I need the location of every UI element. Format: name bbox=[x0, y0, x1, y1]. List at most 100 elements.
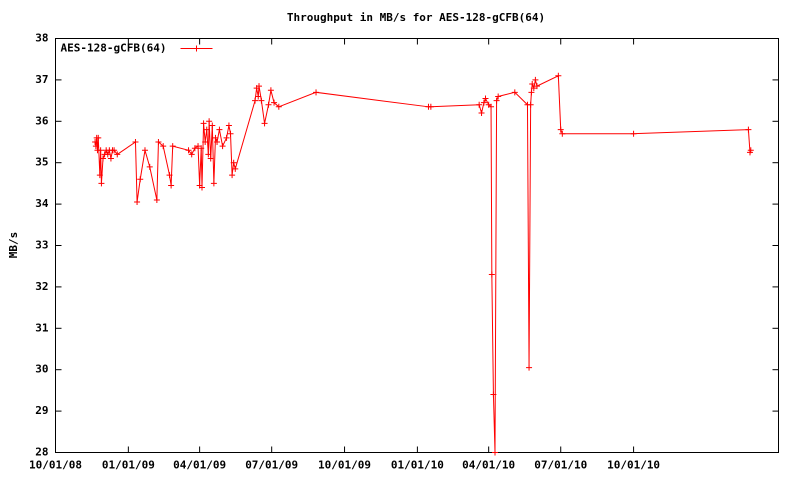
x-tick-label: 10/01/09 bbox=[318, 459, 371, 472]
point-marker bbox=[227, 130, 234, 137]
point-marker bbox=[195, 143, 202, 150]
y-tick-label: 31 bbox=[35, 321, 49, 334]
point-marker bbox=[232, 165, 239, 172]
point-marker bbox=[493, 97, 500, 104]
point-marker bbox=[206, 118, 213, 125]
x-tick-label: 01/01/10 bbox=[391, 459, 444, 472]
point-marker bbox=[198, 145, 205, 152]
point-marker bbox=[252, 97, 259, 104]
y-axis-label: MB/s bbox=[7, 232, 20, 259]
point-marker bbox=[529, 81, 536, 88]
point-marker bbox=[495, 93, 502, 100]
point-marker bbox=[191, 145, 198, 152]
point-marker bbox=[271, 99, 278, 106]
point-marker bbox=[528, 89, 535, 96]
point-marker bbox=[205, 151, 212, 158]
y-tick-label: 30 bbox=[35, 363, 48, 376]
point-marker bbox=[188, 151, 195, 158]
x-tick-label: 01/01/09 bbox=[102, 459, 155, 472]
point-marker bbox=[478, 110, 485, 117]
point-marker bbox=[255, 93, 262, 100]
point-marker bbox=[114, 151, 121, 158]
point-marker bbox=[530, 85, 537, 92]
point-marker bbox=[209, 122, 216, 129]
point-marker bbox=[160, 143, 167, 150]
point-marker bbox=[210, 180, 217, 187]
point-marker bbox=[511, 89, 518, 96]
point-marker bbox=[169, 143, 176, 150]
chart-title: Throughput in MB/s for AES-128-gCFB(64) bbox=[287, 11, 545, 24]
point-marker bbox=[92, 139, 99, 145]
legend-label: AES-128-gCFB(64) bbox=[61, 42, 167, 55]
point-marker bbox=[745, 126, 752, 133]
point-marker bbox=[141, 147, 148, 154]
point-marker bbox=[185, 147, 192, 154]
point-marker bbox=[200, 120, 207, 127]
y-tick-label: 38 bbox=[35, 32, 48, 45]
point-marker bbox=[199, 184, 206, 191]
point-marker bbox=[97, 147, 104, 154]
point-marker bbox=[155, 139, 162, 145]
point-marker bbox=[533, 83, 540, 90]
point-marker bbox=[95, 134, 102, 141]
point-marker bbox=[230, 159, 237, 166]
point-marker bbox=[488, 271, 495, 278]
point-marker bbox=[132, 139, 139, 145]
point-marker bbox=[98, 180, 105, 187]
point-marker bbox=[265, 101, 272, 108]
point-marker bbox=[219, 143, 226, 150]
point-marker bbox=[92, 143, 99, 150]
point-marker bbox=[202, 139, 209, 145]
point-marker bbox=[275, 103, 282, 110]
point-marker bbox=[96, 172, 103, 179]
point-marker bbox=[203, 126, 210, 133]
x-tick-label: 10/01/10 bbox=[607, 459, 660, 472]
point-marker bbox=[557, 126, 564, 133]
point-marker bbox=[137, 176, 144, 183]
x-tick-label: 04/01/09 bbox=[173, 459, 226, 472]
point-marker bbox=[223, 134, 230, 141]
y-tick-label: 33 bbox=[35, 239, 48, 252]
point-marker bbox=[526, 364, 533, 371]
point-marker bbox=[256, 83, 263, 90]
point-marker bbox=[207, 155, 214, 162]
y-tick-label: 28 bbox=[35, 446, 48, 459]
point-marker bbox=[146, 163, 153, 170]
point-marker bbox=[261, 120, 268, 127]
y-tick-label: 36 bbox=[35, 114, 49, 127]
point-marker bbox=[214, 139, 221, 145]
point-marker bbox=[480, 99, 487, 106]
point-marker bbox=[153, 196, 160, 203]
point-marker bbox=[166, 172, 173, 179]
point-marker bbox=[527, 101, 534, 108]
x-tick-label: 04/01/10 bbox=[462, 459, 515, 472]
point-marker bbox=[559, 130, 566, 137]
point-marker bbox=[476, 101, 483, 108]
legend-marker bbox=[193, 45, 200, 52]
y-tick-label: 35 bbox=[35, 156, 48, 169]
point-marker bbox=[747, 147, 754, 154]
x-tick-label: 07/01/09 bbox=[245, 459, 298, 472]
point-marker bbox=[488, 103, 495, 110]
point-marker bbox=[168, 182, 175, 189]
point-marker bbox=[111, 147, 118, 154]
y-tick-label: 29 bbox=[35, 404, 48, 417]
point-marker bbox=[555, 72, 562, 79]
point-marker bbox=[212, 134, 219, 141]
point-marker bbox=[258, 97, 265, 104]
point-marker bbox=[482, 95, 489, 102]
y-tick-label: 37 bbox=[35, 73, 48, 86]
point-marker bbox=[104, 151, 111, 158]
point-marker bbox=[492, 449, 499, 456]
point-marker bbox=[427, 103, 434, 110]
point-marker bbox=[229, 172, 236, 179]
x-tick-label: 07/01/10 bbox=[534, 459, 587, 472]
y-tick-label: 34 bbox=[35, 197, 49, 210]
point-marker bbox=[100, 155, 107, 162]
x-tick-label: 10/01/08 bbox=[29, 459, 82, 472]
point-marker bbox=[216, 126, 223, 133]
point-marker bbox=[134, 199, 141, 206]
point-marker bbox=[107, 155, 114, 162]
